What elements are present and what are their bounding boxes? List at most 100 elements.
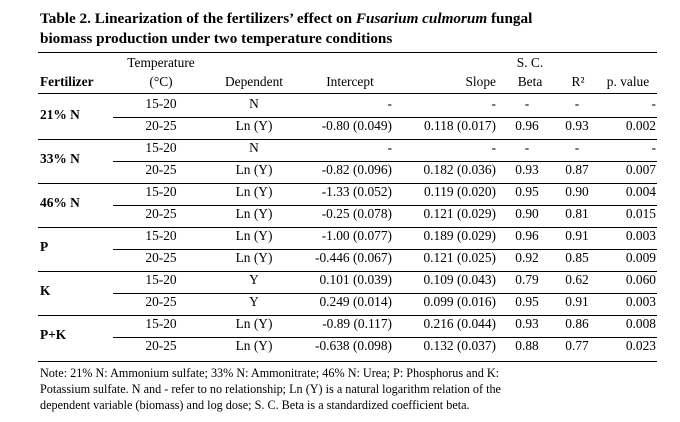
top-rule — [38, 52, 657, 53]
cell-temperature: 20-25 — [145, 206, 177, 221]
cell-temperature: 15-20 — [145, 140, 177, 155]
cell-r2: 0.87 — [565, 162, 589, 177]
cell-dependent: Ln (Y) — [235, 250, 273, 265]
cell-pvalue: - — [651, 140, 656, 155]
fertilizer-label: P — [40, 239, 49, 254]
cell-dependent: Ln (Y) — [235, 338, 273, 353]
cell-scbeta: 0.93 — [515, 316, 539, 331]
cell-temperature: 20-25 — [145, 294, 177, 309]
row-divider — [113, 161, 657, 162]
cell-temperature: 20-25 — [145, 162, 177, 177]
cell-dependent: Ln (Y) — [235, 228, 273, 243]
cell-temperature: 15-20 — [145, 228, 177, 243]
cell-scbeta: 0.95 — [515, 294, 539, 309]
group-divider — [38, 139, 657, 140]
cell-scbeta: - — [524, 140, 530, 155]
cell-pvalue: 0.004 — [625, 184, 656, 199]
row-divider — [113, 293, 657, 294]
fertilizer-label: 21% N — [40, 107, 80, 122]
cell-intercept: -0.82 (0.096) — [321, 162, 392, 177]
fertilizer-label: 33% N — [40, 151, 80, 166]
cell-dependent: Ln (Y) — [235, 184, 273, 199]
cell-slope: 0.216 (0.044) — [423, 316, 496, 331]
cell-dependent: N — [249, 96, 259, 111]
header-intercept: Intercept — [326, 74, 374, 89]
row-divider — [113, 117, 657, 118]
cell-dependent: N — [249, 140, 259, 155]
cell-pvalue: 0.003 — [625, 228, 656, 243]
note-line1: Note: 21% N: Ammonium sulfate; 33% N: Am… — [40, 366, 500, 380]
header-dependent: Dependent — [224, 74, 283, 89]
cell-scbeta: 0.88 — [515, 338, 539, 353]
cell-dependent: Ln (Y) — [235, 118, 273, 133]
cell-dependent: Ln (Y) — [235, 316, 273, 331]
cell-slope: 0.099 (0.016) — [423, 294, 496, 309]
cell-scbeta: 0.96 — [515, 118, 539, 133]
cell-slope: 0.132 (0.037) — [423, 338, 496, 353]
cell-r2: 0.86 — [565, 316, 589, 331]
cell-r2: 0.81 — [565, 206, 589, 221]
cell-slope: 0.182 (0.036) — [423, 162, 496, 177]
table-note: Note: 21% N: Ammonium sulfate; 33% N: Am… — [40, 365, 630, 413]
cell-slope: - — [491, 140, 496, 155]
cell-slope: 0.119 (0.020) — [423, 184, 496, 199]
cell-scbeta: 0.96 — [515, 228, 539, 243]
header-rule — [38, 93, 657, 94]
cell-slope: 0.121 (0.029) — [423, 206, 496, 221]
cell-intercept: -0.446 (0.067) — [315, 250, 392, 265]
title-suffix: fungal — [487, 10, 533, 27]
cell-slope: 0.109 (0.043) — [423, 272, 496, 287]
cell-intercept: -1.33 (0.052) — [321, 184, 392, 199]
cell-pvalue: 0.023 — [625, 338, 656, 353]
cell-r2: 0.62 — [565, 272, 589, 287]
cell-pvalue: - — [651, 96, 656, 111]
cell-temperature: 20-25 — [145, 338, 177, 353]
cell-r2: 0.77 — [565, 338, 589, 353]
cell-slope: 0.121 (0.025) — [423, 250, 496, 265]
cell-temperature: 15-20 — [145, 96, 177, 111]
cell-temperature: 15-20 — [145, 316, 177, 331]
title-species: Fusarium culmorum — [355, 10, 488, 27]
header-temperature-line1: Temperature — [127, 55, 195, 70]
cell-slope: 0.189 (0.029) — [423, 228, 496, 243]
cell-scbeta: 0.95 — [515, 184, 539, 199]
cell-pvalue: 0.009 — [625, 250, 656, 265]
cell-temperature: 15-20 — [145, 272, 177, 287]
cell-intercept: -0.80 (0.049) — [321, 118, 392, 133]
cell-temperature: 15-20 — [145, 184, 177, 199]
group-divider — [38, 315, 657, 316]
header-scbeta-line2: Beta — [517, 74, 543, 89]
cell-scbeta: 0.79 — [515, 272, 539, 287]
cell-dependent: Y — [249, 294, 259, 309]
cell-slope: 0.118 (0.017) — [423, 118, 496, 133]
cell-slope: - — [491, 96, 496, 111]
cell-pvalue: 0.008 — [625, 316, 656, 331]
cell-pvalue: 0.007 — [625, 162, 656, 177]
cell-intercept: -0.638 (0.098) — [315, 338, 392, 353]
cell-intercept: 0.249 (0.014) — [319, 294, 392, 309]
cell-pvalue: 0.002 — [625, 118, 656, 133]
header-slope: Slope — [465, 74, 496, 89]
row-divider — [113, 249, 657, 250]
cell-dependent: Ln (Y) — [235, 206, 273, 221]
cell-scbeta: - — [524, 96, 530, 111]
cell-intercept: -1.00 (0.077) — [321, 228, 392, 243]
group-divider — [38, 227, 657, 228]
group-divider — [38, 271, 657, 272]
cell-scbeta: 0.90 — [515, 206, 539, 221]
note-line2: Potassium sulfate. N and - refer to no r… — [40, 382, 501, 396]
cell-intercept: - — [387, 96, 392, 111]
cell-pvalue: 0.060 — [625, 272, 656, 287]
cell-intercept: 0.101 (0.039) — [319, 272, 392, 287]
fertilizer-label: 46% N — [40, 195, 80, 210]
cell-intercept: -0.89 (0.117) — [322, 316, 392, 331]
header-pvalue: p. value — [606, 74, 650, 89]
table-title: Table 2. Linearization of the fertilizer… — [40, 9, 657, 49]
bottom-rule — [38, 361, 657, 362]
cell-intercept: -0.25 (0.078) — [321, 206, 392, 221]
header-r2: R² — [571, 74, 585, 89]
row-divider — [113, 337, 657, 338]
cell-r2: 0.93 — [565, 118, 589, 133]
group-divider — [38, 183, 657, 184]
header-scbeta-line1: S. C. — [516, 55, 544, 70]
